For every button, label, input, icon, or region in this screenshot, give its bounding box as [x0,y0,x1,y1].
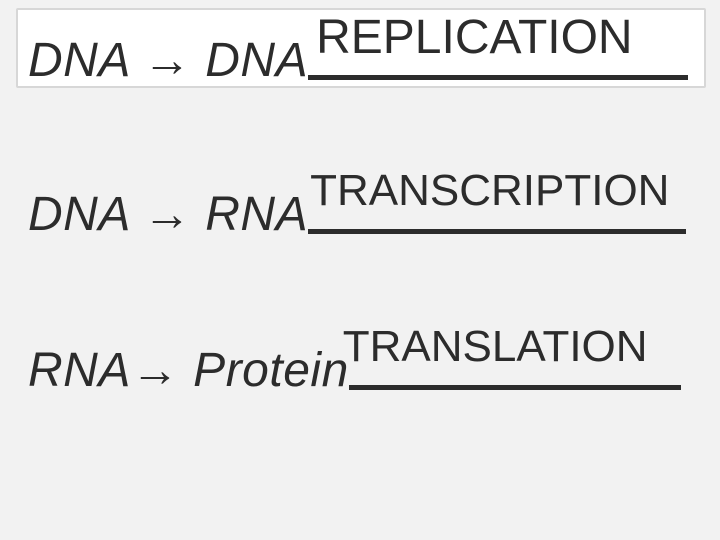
blank-underline [308,229,686,234]
lhs-text: RNA→ Protein [28,343,349,398]
answer-text: TRANSCRIPTION [310,166,669,216]
fill-blank: REPLICATION [308,16,688,76]
row-translation: RNA→ Protein TRANSLATION [28,326,681,398]
lhs-left: DNA → RNA [28,188,308,241]
blank-underline [349,385,681,390]
lhs-text: DNA → DNA [28,33,308,88]
blank-underline [308,75,688,80]
fill-blank: TRANSCRIPTION [308,170,686,230]
lhs-left: DNA → DNA [28,34,308,87]
row-replication: DNA → DNA REPLICATION [28,16,688,88]
lhs-left: RNA→ Protein [28,344,349,397]
answer-text: TRANSLATION [343,322,648,372]
slide: DNA → DNA REPLICATION DNA → RNA TRANSCRI… [0,0,720,540]
row-transcription: DNA → RNA TRANSCRIPTION [28,170,686,242]
answer-text: REPLICATION [316,10,633,65]
fill-blank: TRANSLATION [349,326,681,386]
lhs-text: DNA → RNA [28,187,308,242]
